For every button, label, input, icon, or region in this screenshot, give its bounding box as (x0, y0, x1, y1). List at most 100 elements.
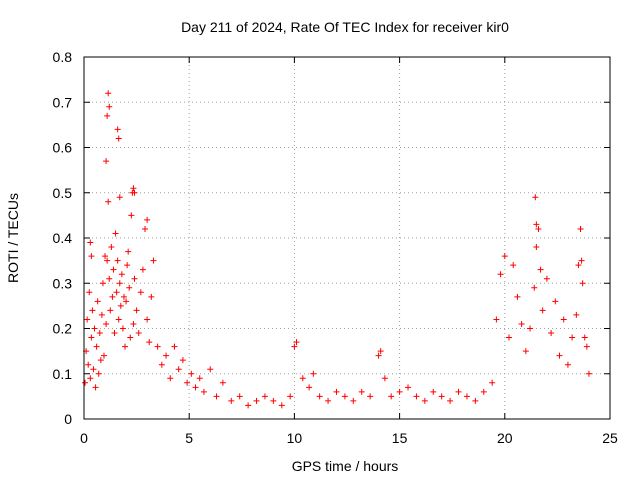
data-point (103, 320, 110, 327)
data-point (119, 325, 126, 332)
data-point (310, 370, 317, 377)
data-point (103, 158, 110, 165)
data-point (106, 103, 113, 110)
data-point (104, 257, 111, 264)
data-point (539, 307, 546, 314)
data-point (113, 289, 120, 296)
data-point (207, 366, 214, 373)
data-point (110, 266, 117, 273)
data-point (489, 379, 496, 386)
data-point (125, 248, 132, 255)
data-point (367, 393, 374, 400)
data-point (375, 352, 382, 359)
data-point (128, 212, 135, 219)
data-point (543, 275, 550, 282)
data-point (114, 126, 121, 133)
data-point (527, 325, 534, 332)
data-point (115, 135, 122, 142)
data-point (150, 257, 157, 264)
data-point (405, 384, 412, 391)
data-point (430, 388, 437, 395)
data-point (577, 225, 584, 232)
data-point (533, 244, 540, 251)
data-point (87, 375, 94, 382)
data-point (87, 239, 94, 246)
data-point (117, 302, 124, 309)
y-tick-label: 0 (64, 411, 72, 427)
data-point (105, 90, 112, 97)
data-point (358, 388, 365, 395)
data-point (142, 225, 149, 232)
data-point (396, 388, 403, 395)
data-point (130, 320, 137, 327)
data-point (116, 280, 123, 287)
data-point (179, 357, 186, 364)
data-point (381, 375, 388, 382)
data-point (102, 253, 109, 260)
data-point (514, 293, 521, 300)
data-point (583, 343, 590, 350)
y-tick-label: 0.5 (53, 185, 73, 201)
data-point (88, 334, 95, 341)
data-point (188, 370, 195, 377)
data-point (552, 298, 559, 305)
data-point (564, 361, 571, 368)
data-point (122, 343, 129, 350)
data-point (219, 379, 226, 386)
data-point (82, 379, 89, 386)
data-point (569, 334, 576, 341)
data-point (299, 375, 306, 382)
data-point (90, 366, 97, 373)
data-point (184, 379, 191, 386)
data-point (581, 334, 588, 341)
data-point (144, 216, 151, 223)
y-tick-label: 0.2 (53, 321, 73, 337)
data-point (196, 375, 203, 382)
y-tick-label: 0.1 (53, 366, 73, 382)
data-point (573, 311, 580, 318)
data-point (112, 230, 119, 237)
data-point (93, 343, 100, 350)
data-point (560, 316, 567, 323)
data-point (388, 393, 395, 400)
data-point (333, 388, 340, 395)
data-point (377, 348, 384, 355)
data-point (111, 330, 118, 337)
data-point (278, 402, 285, 409)
data-point (533, 221, 540, 228)
data-point (578, 257, 585, 264)
y-tick-label: 0.7 (53, 94, 73, 110)
data-point (99, 280, 106, 287)
grid-lines (84, 57, 610, 419)
x-tick-label: 15 (392, 430, 408, 446)
y-tick-label: 0.3 (53, 275, 73, 291)
data-point (167, 375, 174, 382)
data-point (104, 112, 111, 119)
data-point (175, 366, 182, 373)
data-point (158, 361, 165, 368)
axis-ticks: 0 5 10 15 20 25 0 0.1 0.2 0.3 0.4 0.5 0.6 0.7 0.8 (53, 49, 618, 446)
data-point (118, 271, 125, 278)
data-point (133, 307, 140, 314)
data-point (154, 343, 161, 350)
data-point (89, 307, 96, 314)
data-point (108, 244, 115, 251)
data-point (84, 316, 91, 323)
data-point (575, 262, 582, 269)
data-point (114, 257, 121, 264)
data-point (86, 289, 93, 296)
data-points (82, 90, 592, 409)
data-point (94, 298, 101, 305)
data-point (171, 343, 178, 350)
data-point (293, 339, 300, 346)
data-point (144, 316, 151, 323)
data-point (497, 271, 504, 278)
data-point (92, 384, 99, 391)
x-axis-label: GPS time / hours (292, 458, 399, 474)
data-point (531, 284, 538, 291)
data-point (100, 352, 107, 359)
data-point (109, 293, 116, 300)
data-point (97, 357, 104, 364)
data-point (287, 393, 294, 400)
data-point (535, 225, 542, 232)
